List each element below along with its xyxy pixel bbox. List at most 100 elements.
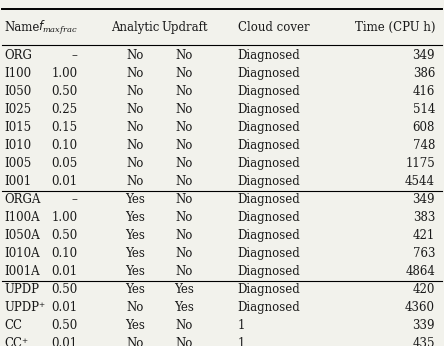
Text: I015: I015: [4, 121, 32, 134]
Text: Diagnosed: Diagnosed: [238, 301, 300, 314]
Text: I100A: I100A: [4, 211, 40, 224]
Text: No: No: [175, 67, 193, 80]
Text: Yes: Yes: [126, 265, 145, 278]
Text: No: No: [127, 337, 144, 346]
Text: ORGA: ORGA: [4, 193, 41, 206]
Text: I001A: I001A: [4, 265, 40, 278]
Text: No: No: [127, 157, 144, 170]
Text: No: No: [175, 121, 193, 134]
Text: Diagnosed: Diagnosed: [238, 49, 300, 62]
Text: Analytic: Analytic: [111, 21, 159, 34]
Text: 383: 383: [413, 211, 435, 224]
Text: No: No: [175, 49, 193, 62]
Text: Updraft: Updraft: [161, 21, 207, 34]
Text: 0.50: 0.50: [52, 229, 78, 242]
Text: 0.10: 0.10: [52, 139, 78, 152]
Text: I010: I010: [4, 139, 32, 152]
Text: No: No: [127, 121, 144, 134]
Text: UPDP: UPDP: [4, 283, 40, 296]
Text: 386: 386: [413, 67, 435, 80]
Text: 748: 748: [413, 139, 435, 152]
Text: No: No: [175, 211, 193, 224]
Text: 0.01: 0.01: [52, 337, 78, 346]
Text: No: No: [175, 319, 193, 332]
Text: No: No: [127, 49, 144, 62]
Text: UPDP⁺: UPDP⁺: [4, 301, 46, 314]
Text: Name: Name: [4, 21, 40, 34]
Text: No: No: [175, 247, 193, 260]
Text: 4544: 4544: [405, 175, 435, 188]
Text: No: No: [127, 85, 144, 98]
Text: Diagnosed: Diagnosed: [238, 211, 300, 224]
Text: No: No: [175, 265, 193, 278]
Text: Diagnosed: Diagnosed: [238, 229, 300, 242]
Text: 514: 514: [413, 103, 435, 116]
Text: 416: 416: [413, 85, 435, 98]
Text: 0.25: 0.25: [52, 103, 78, 116]
Text: Diagnosed: Diagnosed: [238, 193, 300, 206]
Text: Diagnosed: Diagnosed: [238, 121, 300, 134]
Text: Diagnosed: Diagnosed: [238, 67, 300, 80]
Text: Diagnosed: Diagnosed: [238, 85, 300, 98]
Text: 0.05: 0.05: [52, 157, 78, 170]
Text: I050A: I050A: [4, 229, 40, 242]
Text: Diagnosed: Diagnosed: [238, 103, 300, 116]
Text: 0.15: 0.15: [52, 121, 78, 134]
Text: No: No: [127, 103, 144, 116]
Text: 0.10: 0.10: [52, 247, 78, 260]
Text: 1: 1: [238, 337, 245, 346]
Text: 1175: 1175: [405, 157, 435, 170]
Text: No: No: [127, 301, 144, 314]
Text: 339: 339: [412, 319, 435, 332]
Text: ORG: ORG: [4, 49, 32, 62]
Text: I050: I050: [4, 85, 32, 98]
Text: No: No: [175, 175, 193, 188]
Text: CC: CC: [4, 319, 23, 332]
Text: 421: 421: [413, 229, 435, 242]
Text: Yes: Yes: [126, 247, 145, 260]
Text: Yes: Yes: [126, 193, 145, 206]
Text: No: No: [175, 229, 193, 242]
Text: Diagnosed: Diagnosed: [238, 157, 300, 170]
Text: Yes: Yes: [126, 283, 145, 296]
Text: I005: I005: [4, 157, 32, 170]
Text: CC⁺: CC⁺: [4, 337, 28, 346]
Text: 1: 1: [238, 319, 245, 332]
Text: –: –: [72, 49, 78, 62]
Text: Diagnosed: Diagnosed: [238, 265, 300, 278]
Text: No: No: [127, 175, 144, 188]
Text: 608: 608: [413, 121, 435, 134]
Text: Yes: Yes: [126, 211, 145, 224]
Text: Yes: Yes: [126, 319, 145, 332]
Text: No: No: [175, 103, 193, 116]
Text: No: No: [175, 337, 193, 346]
Text: I025: I025: [4, 103, 32, 116]
Text: Diagnosed: Diagnosed: [238, 139, 300, 152]
Text: Diagnosed: Diagnosed: [238, 175, 300, 188]
Text: Cloud cover: Cloud cover: [238, 21, 309, 34]
Text: 0.50: 0.50: [52, 283, 78, 296]
Text: Time (CPU h): Time (CPU h): [355, 21, 435, 34]
Text: I001: I001: [4, 175, 32, 188]
Text: Diagnosed: Diagnosed: [238, 283, 300, 296]
Text: 1.00: 1.00: [52, 67, 78, 80]
Text: No: No: [175, 139, 193, 152]
Text: 0.01: 0.01: [52, 175, 78, 188]
Text: 349: 349: [412, 193, 435, 206]
Text: No: No: [127, 139, 144, 152]
Text: 349: 349: [412, 49, 435, 62]
Text: No: No: [175, 193, 193, 206]
Text: Yes: Yes: [174, 301, 194, 314]
Text: I010A: I010A: [4, 247, 40, 260]
Text: 0.50: 0.50: [52, 85, 78, 98]
Text: Yes: Yes: [126, 229, 145, 242]
Text: Yes: Yes: [174, 283, 194, 296]
Text: 420: 420: [413, 283, 435, 296]
Text: No: No: [175, 85, 193, 98]
Text: $f_{\mathregular{maxfrac}}$: $f_{\mathregular{maxfrac}}$: [38, 19, 78, 37]
Text: 4864: 4864: [405, 265, 435, 278]
Text: Diagnosed: Diagnosed: [238, 247, 300, 260]
Text: 0.01: 0.01: [52, 301, 78, 314]
Text: 4360: 4360: [405, 301, 435, 314]
Text: 1.00: 1.00: [52, 211, 78, 224]
